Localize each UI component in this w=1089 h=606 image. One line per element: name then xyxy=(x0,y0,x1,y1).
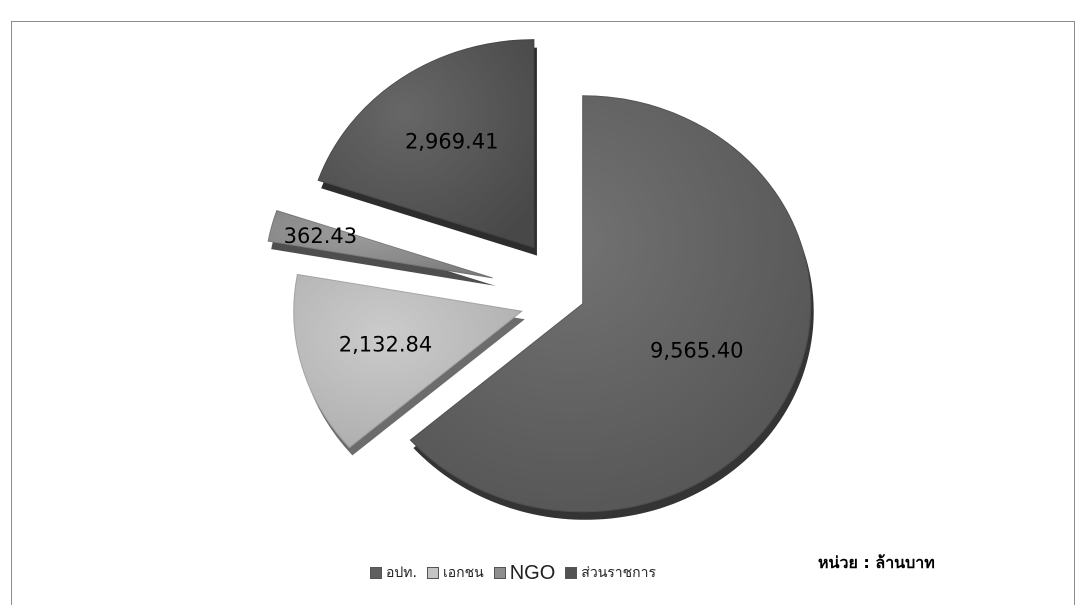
legend-item-government: ส่วนราชการ xyxy=(565,565,656,581)
legend: อปท. เอกชน NGO ส่วนราชการ xyxy=(370,562,656,584)
legend-item-ngo: NGO xyxy=(493,562,556,584)
legend-swatch-private xyxy=(426,567,439,579)
slice-opt-shading xyxy=(410,95,811,512)
legend-label-private: เอกชน xyxy=(442,565,484,581)
slice-private-value-label: 2,132.84 xyxy=(339,332,433,356)
legend-label-ngo: NGO xyxy=(509,562,556,584)
slice-ngo-shading xyxy=(268,210,493,278)
slice-opt-value-label: 9,565.40 xyxy=(650,338,744,362)
legend-label-government: ส่วนราชการ xyxy=(581,565,657,581)
legend-swatch-government xyxy=(565,567,578,579)
slice-government-value-label: 2,969.41 xyxy=(405,130,499,154)
legend-item-private: เอกชน xyxy=(426,565,484,581)
legend-label-opt: อปท. xyxy=(386,565,417,581)
legend-item-opt: อปท. xyxy=(370,565,417,581)
legend-swatch-opt xyxy=(370,567,382,579)
legend-swatch-ngo xyxy=(493,567,506,579)
unit-note: หน่วย : ล้านบาท xyxy=(818,553,935,572)
slice-government-shading xyxy=(318,39,534,248)
slice-ngo-value-label: 362.43 xyxy=(284,224,357,248)
slice-private-shading xyxy=(293,274,522,448)
